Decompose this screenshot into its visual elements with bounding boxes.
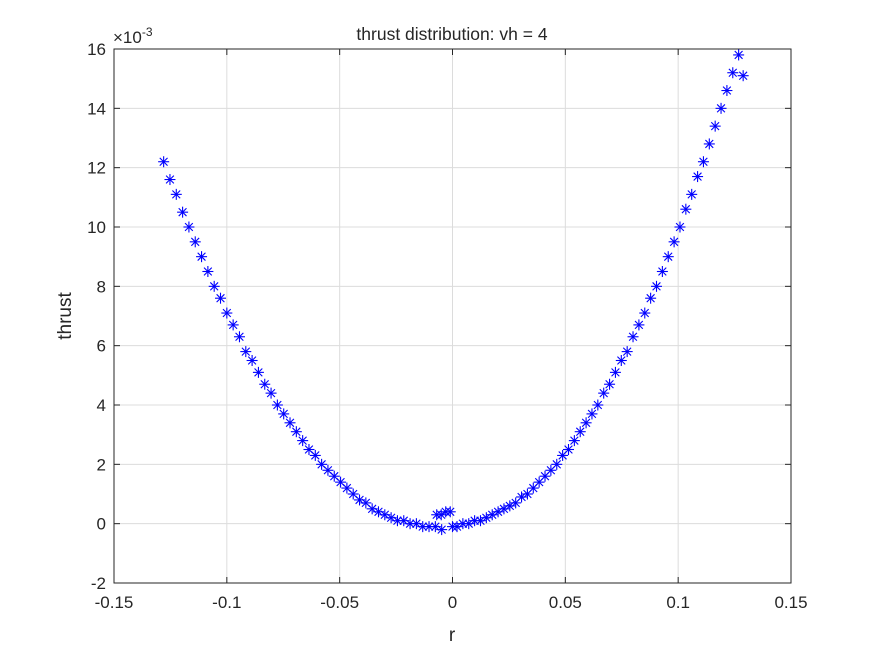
data-point-marker	[227, 319, 239, 331]
data-point-marker	[656, 266, 668, 277]
data-point-marker	[246, 355, 258, 366]
data-point-marker	[208, 280, 220, 292]
data-point-marker	[444, 506, 456, 518]
data-point-marker	[639, 307, 651, 319]
data-point-marker	[604, 378, 616, 390]
y-tick-label: 14	[87, 99, 106, 118]
data-point-marker	[486, 509, 498, 521]
x-tick-label: 0.1	[666, 593, 690, 612]
data-point-marker	[715, 102, 727, 114]
y-exponent-label: ×10-3	[113, 25, 153, 47]
data-point-marker	[721, 85, 733, 97]
exponent-power: -3	[142, 25, 153, 39]
data-points	[158, 49, 749, 536]
data-point-marker	[551, 458, 563, 470]
data-point-marker	[703, 138, 715, 150]
y-tick-label: 16	[87, 40, 106, 59]
x-tick-label: -0.1	[212, 593, 241, 612]
x-tick-labels: -0.15 -0.1 -0.05 0 0.05 0.1 0.15	[95, 593, 808, 612]
data-point-marker	[271, 399, 283, 411]
data-point-marker	[615, 355, 627, 366]
data-point-marker	[692, 171, 704, 183]
data-point-marker	[627, 331, 639, 343]
data-point-marker	[215, 292, 227, 304]
data-point-marker	[727, 67, 739, 79]
data-point-marker	[177, 206, 189, 218]
chart-title: thrust distribution: vh = 4	[356, 24, 547, 44]
data-point-marker	[668, 236, 680, 248]
x-tick-label: 0.05	[549, 593, 582, 612]
y-axis-label: thrust	[55, 292, 76, 340]
data-point-marker	[297, 435, 309, 447]
y-tick-label: 0	[97, 515, 106, 534]
data-point-marker	[586, 408, 598, 420]
data-point-marker	[498, 503, 510, 515]
y-tick-label: 12	[87, 159, 106, 178]
data-point-marker	[737, 70, 749, 82]
data-point-marker	[284, 417, 296, 429]
data-point-marker	[290, 426, 302, 438]
data-point-marker	[158, 156, 170, 168]
data-point-marker	[436, 524, 448, 536]
data-point-marker	[651, 280, 663, 292]
data-point-marker	[709, 120, 721, 132]
data-point-marker	[221, 307, 233, 319]
data-point-marker	[463, 518, 475, 530]
data-point-marker	[510, 497, 522, 509]
data-point-marker	[504, 500, 516, 512]
data-point-marker	[189, 236, 201, 248]
x-tick-label: -0.15	[95, 593, 134, 612]
x-axis-label: r	[449, 625, 456, 646]
data-point-marker	[164, 174, 176, 186]
data-point-marker	[686, 188, 698, 200]
data-point-marker	[240, 346, 252, 358]
data-point-marker	[233, 331, 245, 343]
data-point-marker	[278, 408, 290, 420]
data-point-marker	[451, 521, 463, 533]
y-tick-label: -2	[91, 574, 106, 593]
data-point-marker	[202, 266, 214, 277]
data-point-marker	[680, 203, 692, 215]
data-point-marker	[265, 387, 277, 399]
data-point-marker	[733, 49, 745, 61]
data-point-marker	[621, 346, 633, 358]
y-tick-label: 2	[97, 455, 106, 474]
data-point-marker	[252, 366, 264, 378]
y-tick-label: 4	[97, 396, 106, 415]
data-point-marker	[516, 491, 528, 503]
data-point-marker	[492, 506, 504, 518]
y-tick-label: 10	[87, 218, 106, 237]
y-tick-label: 6	[97, 337, 106, 356]
data-point-marker	[309, 449, 321, 461]
exponent-base: ×10	[113, 28, 142, 47]
data-point-marker	[562, 444, 574, 455]
data-point-marker	[633, 319, 645, 331]
data-point-marker	[474, 515, 486, 527]
data-point-marker	[580, 417, 592, 429]
data-point-marker	[259, 378, 271, 390]
data-point-marker	[196, 251, 208, 263]
data-point-marker	[568, 435, 580, 447]
data-point-marker	[609, 366, 621, 378]
tick-marks	[113, 48, 792, 584]
y-tick-label: 8	[97, 277, 106, 296]
data-point-marker	[404, 518, 416, 530]
data-point-marker	[674, 221, 686, 233]
data-point-marker	[574, 426, 586, 438]
y-tick-labels: -2 0 2 4 6 8 10 12 14 16	[87, 40, 106, 593]
data-point-marker	[480, 512, 492, 524]
x-tick-label: -0.05	[320, 593, 359, 612]
data-point-marker	[183, 221, 195, 233]
data-point-marker	[598, 387, 610, 399]
data-point-marker	[697, 156, 709, 168]
x-tick-label: 0.15	[774, 593, 807, 612]
data-point-marker	[592, 399, 604, 411]
grid-lines	[114, 49, 791, 583]
data-point-marker	[645, 292, 657, 304]
data-point-marker	[662, 251, 674, 263]
data-point-marker	[170, 188, 182, 200]
x-tick-label: 0	[448, 593, 457, 612]
